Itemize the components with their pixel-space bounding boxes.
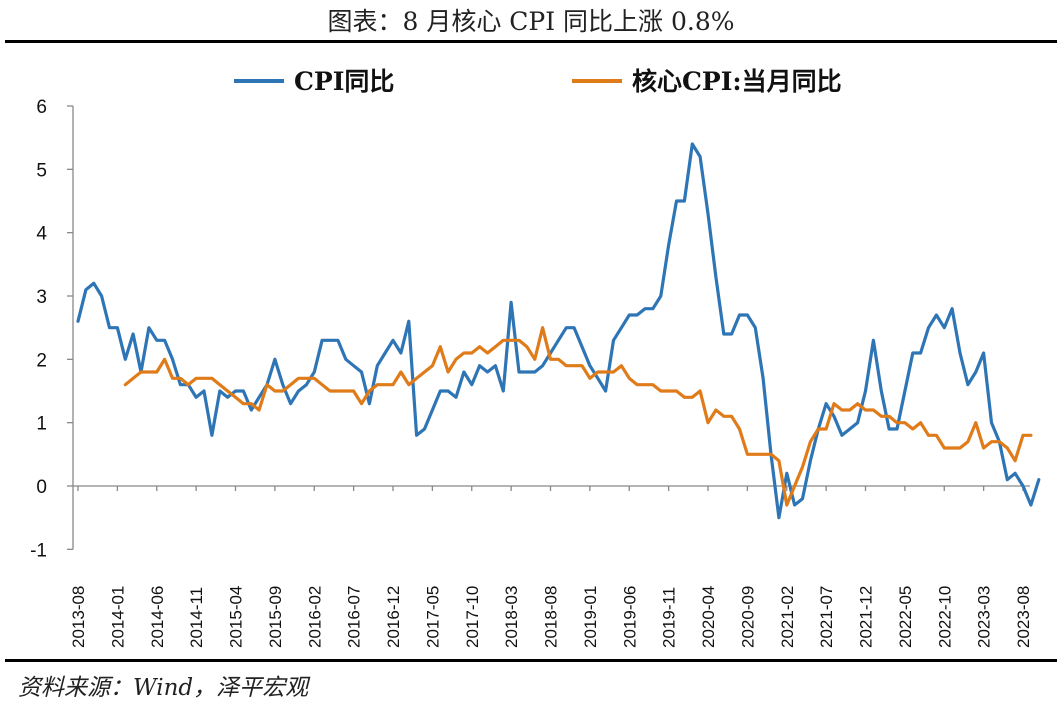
- legend-label-2: 核心CPI:当月同比: [632, 67, 842, 96]
- source-note: 资料来源：Wind，泽平宏观: [18, 675, 309, 701]
- bottom-rule: [5, 659, 1057, 662]
- x-tick-label: 2016-02: [305, 586, 324, 648]
- x-tick-label: 2023-03: [975, 586, 994, 648]
- x-tick-label: 2014-11: [187, 587, 206, 648]
- x-tick-label: 2014-01: [108, 586, 127, 648]
- y-tick-label: -1: [30, 540, 47, 561]
- x-tick-label: 2021-12: [857, 586, 876, 648]
- figure-title: 图表：8 月核心 CPI 同比上涨 0.8%: [327, 7, 735, 36]
- top-rule: [5, 40, 1057, 43]
- y-tick-label: 3: [36, 287, 47, 308]
- x-tick-label: 2023-08: [1014, 586, 1033, 648]
- x-tick-label: 2020-09: [738, 586, 757, 648]
- x-tick-label: 2017-05: [423, 586, 442, 648]
- x-tick-label: 2021-07: [817, 586, 836, 648]
- x-tick-label: 2017-10: [463, 586, 482, 648]
- y-tick-label: 1: [36, 414, 47, 435]
- series-line-1: [76, 142, 1041, 520]
- y-tick-label: 2: [36, 350, 47, 371]
- x-tick-label: 2019-11: [660, 587, 679, 648]
- y-tick-label: 6: [36, 97, 47, 118]
- x-tick-label: 2019-06: [620, 586, 639, 648]
- series-line-2: [123, 326, 1033, 507]
- x-tick-label: 2022-05: [896, 586, 915, 648]
- y-tick-label: 4: [36, 224, 47, 245]
- x-tick-label: 2018-08: [542, 586, 561, 648]
- x-tick-label: 2016-07: [345, 586, 364, 648]
- y-tick-label: 5: [36, 160, 47, 181]
- series-layer: [76, 142, 1041, 520]
- legend-label-1: CPI同比: [294, 67, 394, 96]
- x-tick-label: 2016-12: [384, 586, 403, 648]
- x-tick-label: 2015-09: [266, 586, 285, 648]
- x-tick-label: 2014-06: [148, 586, 167, 648]
- legend: CPI同比 核心CPI:当月同比: [234, 67, 842, 96]
- x-tick-label: 2013-08: [69, 586, 88, 648]
- x-tick-label: 2022-10: [935, 586, 954, 648]
- x-tick-label: 2019-01: [581, 586, 600, 648]
- x-tick-label: 2018-03: [502, 586, 521, 648]
- x-tick-label: 2020-04: [699, 586, 718, 648]
- y-tick-label: 0: [36, 477, 47, 498]
- chart-axes: 6 5 4 3 2 1 0 -1 2013-08 2014-01 2014-06 2014-11 201…: [30, 97, 1033, 648]
- x-tick-label: 2021-02: [778, 586, 797, 648]
- x-tick-label: 2015-04: [227, 586, 246, 648]
